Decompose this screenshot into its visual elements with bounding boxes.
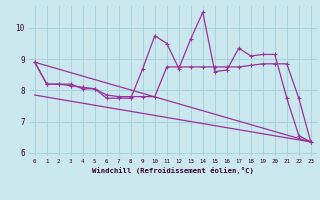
X-axis label: Windchill (Refroidissement éolien,°C): Windchill (Refroidissement éolien,°C) (92, 167, 254, 174)
